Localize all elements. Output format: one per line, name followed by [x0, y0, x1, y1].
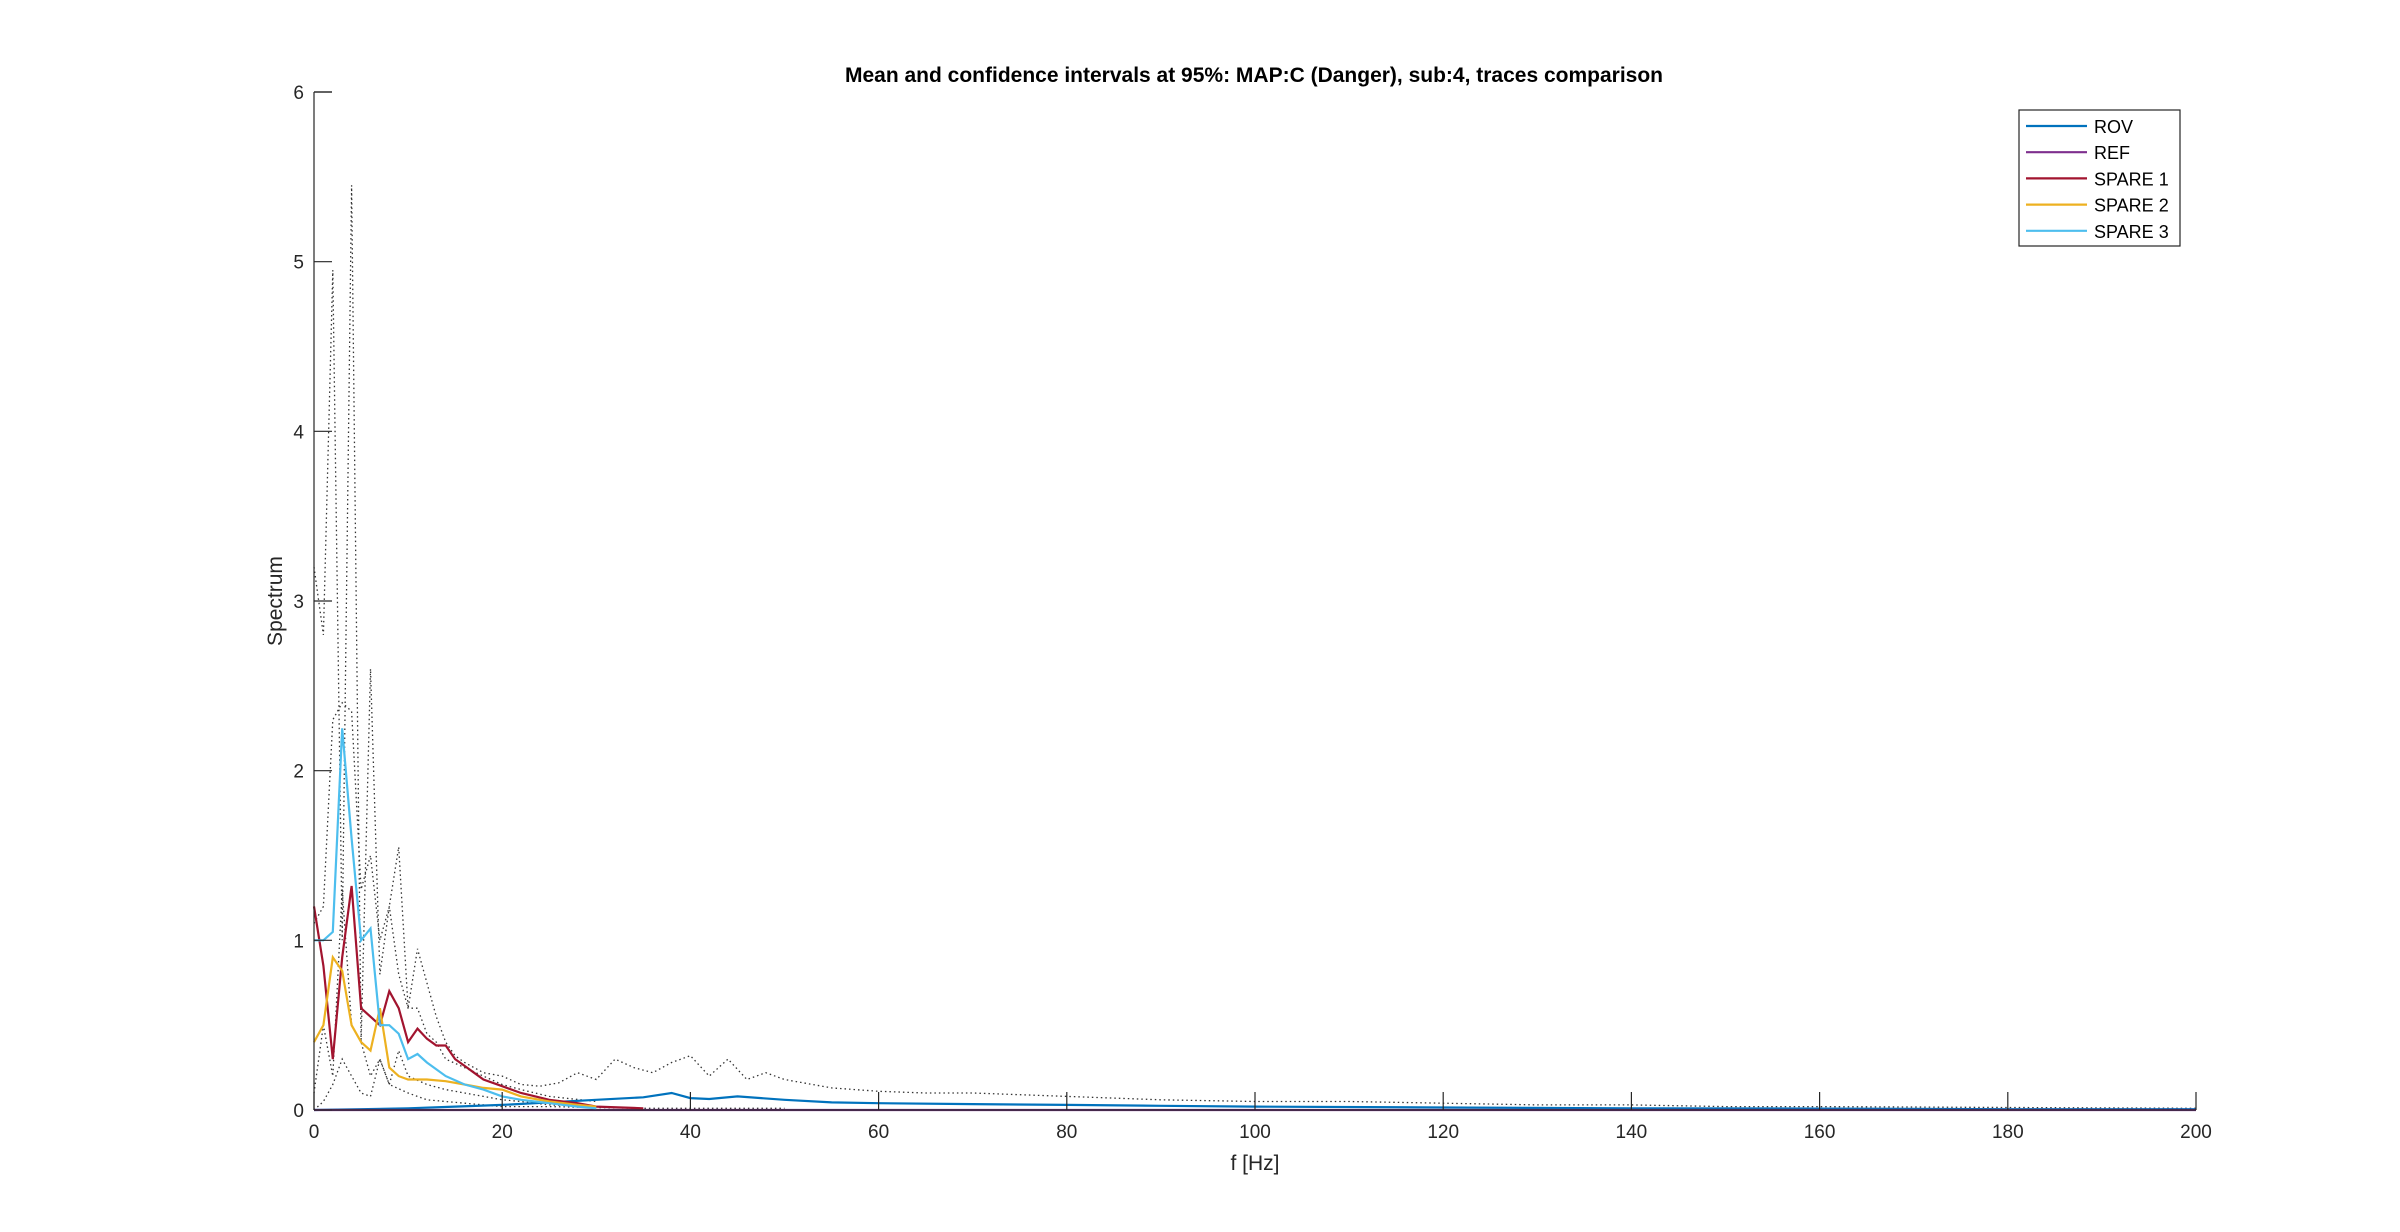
x-tick-label: 60	[868, 1122, 889, 1143]
series-line-spare-2	[313, 954, 597, 1108]
y-axis-label: Spectrum	[264, 556, 287, 646]
confidence-bound-3	[313, 889, 597, 1108]
y-tick-label: 1	[293, 931, 304, 952]
x-tick-label: 100	[1239, 1122, 1271, 1143]
x-tick-label: 40	[680, 1122, 701, 1143]
confidence-bounds	[313, 185, 2197, 1111]
plot-area: 0 20 40 60 80 100 120 140 160 180 200 0 1 2 3 4 5 6	[293, 83, 2211, 1143]
confidence-bound-1	[313, 185, 2197, 1109]
x-tick-label: 20	[492, 1122, 513, 1143]
legend-label-spare-2: SPARE 2	[2094, 196, 2169, 216]
series-line-spare-3	[314, 728, 597, 1110]
chart-title: Mean and confidence intervals at 95%: MA…	[845, 64, 1663, 87]
x-tick-label: 0	[309, 1122, 320, 1143]
x-axis-label: f [Hz]	[1230, 1152, 1279, 1175]
y-tick-label: 2	[293, 762, 304, 783]
legend-label-spare-3: SPARE 3	[2094, 222, 2169, 242]
y-tick-label: 4	[293, 422, 304, 443]
legend-label-spare-1: SPARE 1	[2094, 169, 2169, 189]
x-axis-ticks: 0 20 40 60 80 100 120 140 160 180 200	[309, 1092, 2212, 1143]
x-tick-label: 140	[1616, 1122, 1648, 1143]
y-axis-ticks: 0 1 2 3 4 5 6	[293, 83, 332, 1122]
y-tick-label: 0	[293, 1101, 304, 1122]
legend-label-ref: REF	[2094, 143, 2130, 163]
x-tick-label: 80	[1056, 1122, 1077, 1143]
series-line-spare-1	[312, 885, 644, 1110]
x-tick-label: 180	[1992, 1122, 2024, 1143]
y-tick-label: 6	[293, 83, 304, 104]
series-lines	[312, 728, 2196, 1112]
x-tick-label: 160	[1804, 1122, 1836, 1143]
legend: ROV REF SPARE 1 SPARE 2 SPARE 3	[2018, 109, 2181, 247]
y-tick-label: 5	[293, 253, 304, 274]
confidence-bound-2	[313, 701, 597, 1103]
y-tick-label: 3	[293, 592, 304, 613]
legend-label-rov: ROV	[2094, 117, 2133, 137]
x-tick-label: 120	[1427, 1122, 1459, 1143]
series-line-rov	[313, 1091, 2196, 1112]
x-tick-label: 200	[2180, 1122, 2212, 1143]
